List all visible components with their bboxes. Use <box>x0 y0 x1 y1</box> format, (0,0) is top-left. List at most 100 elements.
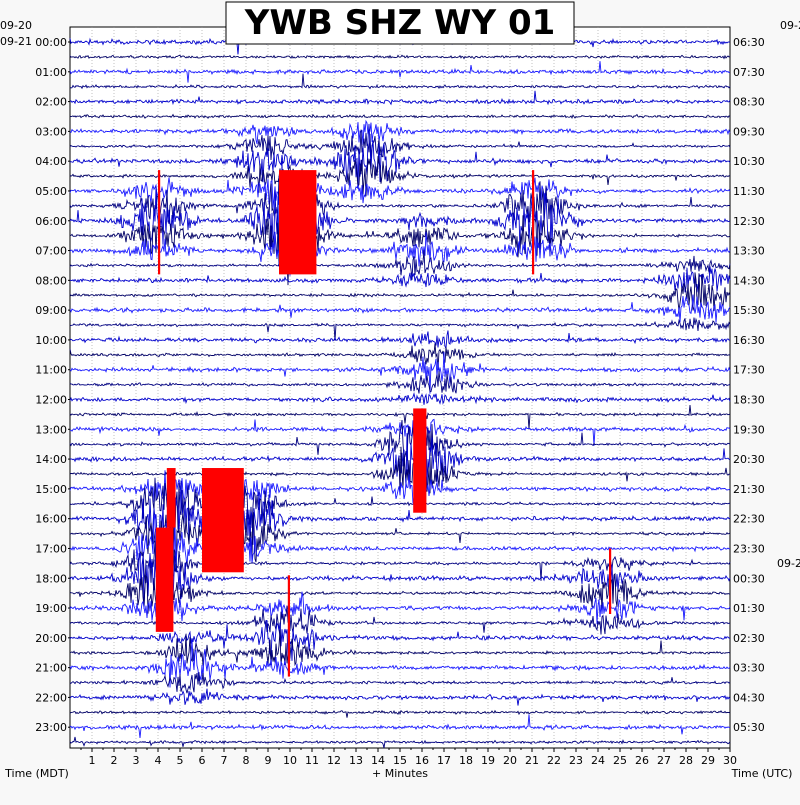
right-hour-label: 13:30 <box>733 245 765 258</box>
x-tick-label: 26 <box>635 754 649 767</box>
trace-row <box>69 688 731 706</box>
left-date-label: 09-20 <box>0 19 32 32</box>
trace-row <box>69 209 731 286</box>
left-hour-label: 13:00 <box>35 423 67 436</box>
right-hour-label: 22:30 <box>733 513 765 526</box>
trace-row <box>69 405 731 430</box>
right-hour-label: 06:30 <box>733 36 765 49</box>
trace-row <box>69 156 731 197</box>
right-date-label: 09-2 <box>780 19 800 32</box>
clipped-segment <box>413 408 427 513</box>
x-tick-label: 30 <box>723 754 737 767</box>
right-hour-label: 19:30 <box>733 423 765 436</box>
left-hour-label: 19:00 <box>35 602 67 615</box>
trace-row <box>69 513 731 583</box>
clipped-segment <box>155 527 174 632</box>
x-tick-label: 25 <box>613 754 627 767</box>
title-frame <box>225 1 575 45</box>
right-hour-label: 08:30 <box>733 96 765 109</box>
x-tick-label: 6 <box>199 754 206 767</box>
x-tick-label: 13 <box>349 754 363 767</box>
trace-row <box>69 123 731 189</box>
trace-row <box>69 620 731 661</box>
right-date-label: 09-2 <box>777 557 800 570</box>
clipped-segment <box>609 548 612 614</box>
x-tick-label: 28 <box>679 754 693 767</box>
trace-row <box>69 272 731 312</box>
left-hour-label: 05:00 <box>35 185 67 198</box>
clipped-segment <box>287 575 290 677</box>
trace-row <box>69 540 731 585</box>
x-tick-label: 18 <box>459 754 473 767</box>
left-hour-label: 12:00 <box>35 394 67 407</box>
right-hour-label: 16:30 <box>733 334 765 347</box>
left-hour-label: 22:00 <box>35 691 67 704</box>
left-hour-label: 06:00 <box>35 215 67 228</box>
seismic-traces <box>69 33 731 749</box>
title-box: YWB SHZ WY 01 <box>225 1 575 45</box>
trace-row <box>69 411 731 463</box>
x-tick-label: 1 <box>89 754 96 767</box>
left-hour-label: 23:00 <box>35 721 67 734</box>
right-hour-label: 12:30 <box>733 215 765 228</box>
x-tick-label: 5 <box>177 754 184 767</box>
clipped-segment <box>279 170 317 275</box>
x-tick-label: 20 <box>503 754 517 767</box>
trace-row <box>69 175 731 210</box>
left-hour-label: 07:00 <box>35 245 67 258</box>
left-hour-label: 18:00 <box>35 572 67 585</box>
x-tick-label: 3 <box>133 754 140 767</box>
right-hour-label: 04:30 <box>733 691 765 704</box>
left-hour-label: 16:00 <box>35 513 67 526</box>
x-tick-label: 14 <box>371 754 385 767</box>
x-tick-label: 8 <box>243 754 250 767</box>
trace-row <box>69 548 731 613</box>
axes: 00:00 01:00 02:00 03:00 04:00 05:00 06:00 07:00… <box>0 19 800 767</box>
trace-row <box>69 330 730 351</box>
right-hour-label: 09:30 <box>733 125 765 138</box>
left-hour-label: 01:00 <box>35 66 67 79</box>
x-tick-label: 23 <box>569 754 583 767</box>
trace-row <box>69 113 731 120</box>
x-tick-label: 9 <box>265 754 272 767</box>
right-hour-label: 05:30 <box>733 721 765 734</box>
right-axis-label: Time (UTC) <box>731 767 793 780</box>
x-tick-label: 4 <box>155 754 162 767</box>
x-tick-label: 17 <box>437 754 451 767</box>
right-hour-label: 11:30 <box>733 185 765 198</box>
right-hour-label: 17:30 <box>733 364 765 377</box>
clipped-segment <box>158 170 161 275</box>
left-hour-label: 15:00 <box>35 483 67 496</box>
right-hour-label: 00:30 <box>733 572 765 585</box>
trace-row <box>69 371 731 394</box>
trace-row <box>69 266 731 293</box>
left-hour-label: 14:00 <box>35 453 67 466</box>
trace-row <box>69 480 731 554</box>
trace-row <box>69 231 731 276</box>
right-hour-label: 15:30 <box>733 304 765 317</box>
trace-row <box>69 605 731 637</box>
right-hour-label: 01:30 <box>733 602 765 615</box>
left-hour-label: 04:00 <box>35 155 67 168</box>
trace-row <box>69 160 731 267</box>
left-axis-label: Time (MDT) <box>4 767 69 780</box>
trace-row <box>69 629 731 667</box>
left-hour-label: 00:00 <box>35 36 67 49</box>
trace-row <box>69 412 731 446</box>
trace-row <box>69 119 731 146</box>
left-hour-label: 21:00 <box>35 662 67 675</box>
trace-row <box>69 129 731 161</box>
left-hour-label: 20:00 <box>35 632 67 645</box>
x-tick-label: 19 <box>481 754 495 767</box>
x-tick-label: 10 <box>283 754 297 767</box>
trace-row <box>69 61 731 83</box>
left-hour-label: 09:00 <box>35 304 67 317</box>
right-hour-label: 20:30 <box>733 453 765 466</box>
clipped-segment <box>166 468 176 528</box>
x-axis-label: + Minutes <box>372 767 428 780</box>
x-tick-label: 24 <box>591 754 605 767</box>
trace-row <box>69 736 731 749</box>
trace-row <box>69 672 731 694</box>
x-tick-label: 12 <box>327 754 341 767</box>
